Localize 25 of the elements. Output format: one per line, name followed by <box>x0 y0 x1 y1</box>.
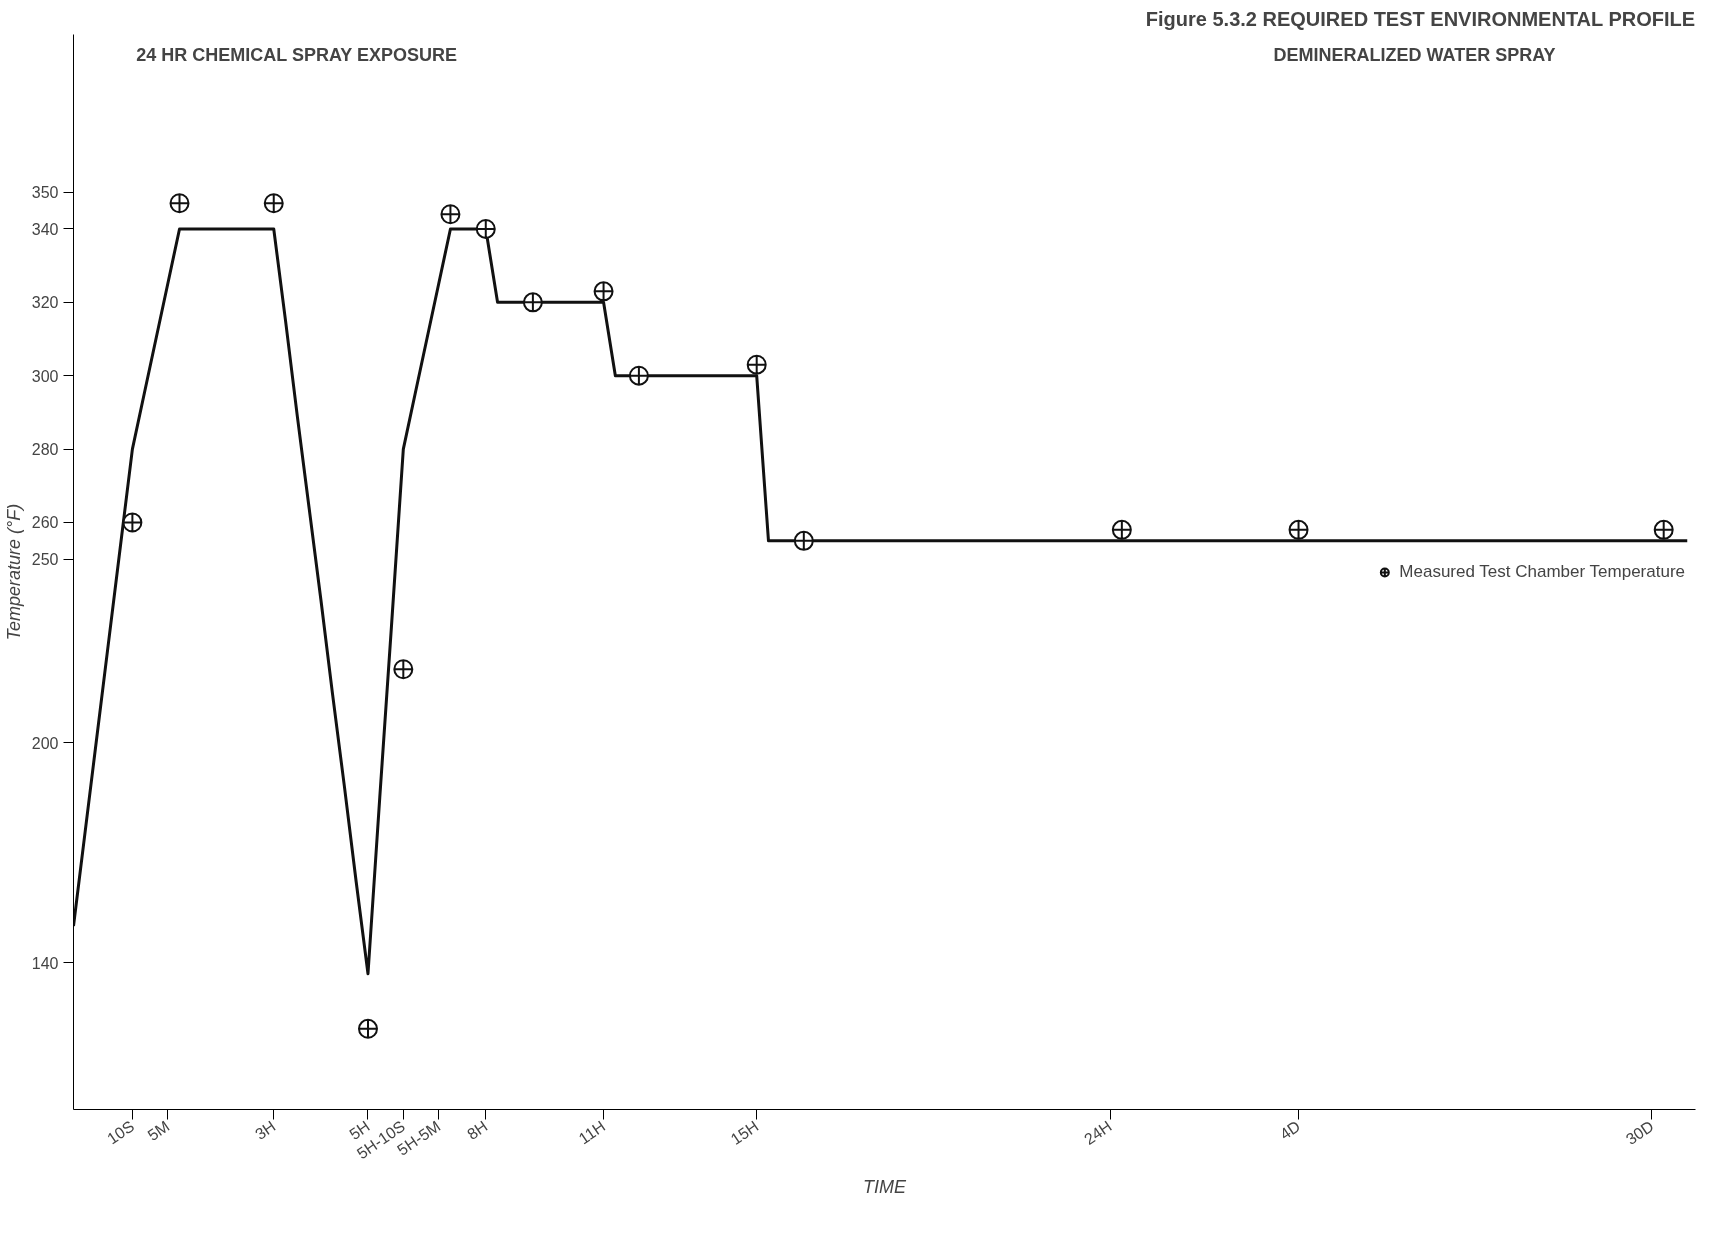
chart-title: Figure 5.3.2 REQUIRED TEST ENVIRONMENTAL PROFILE <box>1145 7 1696 30</box>
y-tick-label: 250 <box>31 551 59 569</box>
y-tick-label: 300 <box>31 367 59 385</box>
y-tick-label: 280 <box>31 441 59 459</box>
y-tick-label: 140 <box>31 954 59 972</box>
y-axis-title: Temperature (°F) <box>3 503 24 641</box>
x-axis-title: TIME <box>863 1177 907 1198</box>
point <box>357 1018 378 1039</box>
x-tick-label: 24H <box>1081 1117 1115 1149</box>
y-tick-label: 340 <box>31 220 59 238</box>
y-tick-label: 350 <box>31 184 59 202</box>
x-tick-label: 10S <box>104 1117 138 1148</box>
y-tick-label: 200 <box>31 734 59 752</box>
x-tick-label: 4D <box>1276 1117 1304 1144</box>
x-tick-label: 11H <box>575 1117 609 1148</box>
x-tick-label: 8H <box>464 1117 491 1144</box>
x-tick-label: 30D <box>1622 1117 1657 1149</box>
x-tick-label: 5M <box>144 1117 173 1145</box>
x-tick-label: 3H <box>252 1117 279 1144</box>
annotation: DEMINERALIZED WATER SPRAY <box>1273 44 1556 65</box>
annotation: 24 HR CHEMICAL SPRAY EXPOSURE <box>136 44 458 65</box>
x-tick-label: 15H <box>727 1117 762 1149</box>
y-tick-label: 260 <box>31 514 59 532</box>
y-tick-label: 320 <box>31 294 59 312</box>
legend-label: Measured Test Chamber Temperature <box>1399 561 1685 582</box>
